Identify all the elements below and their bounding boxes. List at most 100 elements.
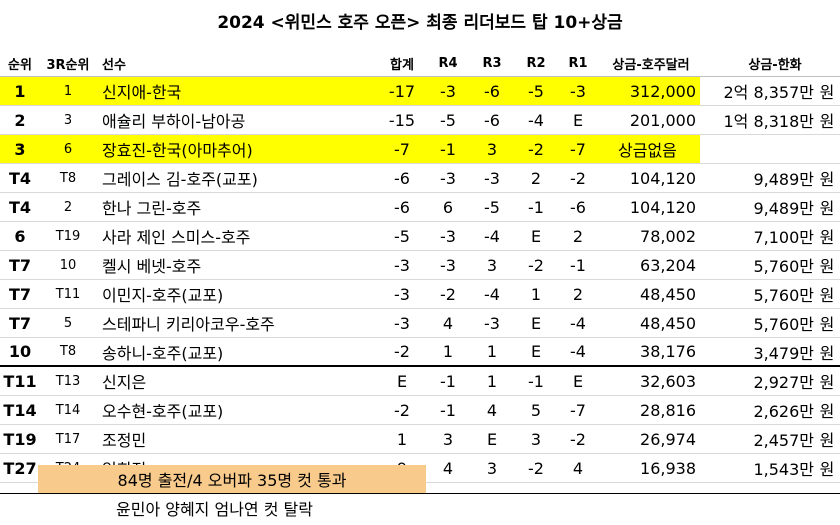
total-cell: -6 xyxy=(394,197,410,217)
table-row: T7 10 켈시 베넷-호주 -3 -3 3 -2 -1 63,204 5,76… xyxy=(0,251,840,280)
r3-rank-cell: T8 xyxy=(59,344,77,359)
r2-cell: E xyxy=(530,313,542,333)
r2-cell: -4 xyxy=(528,110,544,130)
header-player: 선수 xyxy=(102,57,126,73)
total-cell: -6 xyxy=(394,168,410,188)
prize-aud-cell: 28,816 xyxy=(640,400,696,420)
r2-cell: 1 xyxy=(530,284,542,304)
player-cell: 오수현-호주(교포) xyxy=(102,402,224,421)
r2-cell: -2 xyxy=(528,139,544,159)
prize-aud-cell: 48,450 xyxy=(640,284,696,304)
r1-cell: -4 xyxy=(570,342,586,361)
r1-cell: -1 xyxy=(570,255,586,275)
r4-cell: -3 xyxy=(440,81,456,101)
won-unit: 원 xyxy=(819,112,835,131)
total-cell: E xyxy=(396,371,408,391)
r2-cell: -1 xyxy=(528,197,544,217)
prize-krw-cell: 2,626만 xyxy=(753,402,814,421)
r3-rank-cell: T19 xyxy=(55,228,81,244)
player-cell: 신지애-한국 xyxy=(102,83,182,102)
table-row: 3 6 장효진-한국(아마추어) -7 -1 3 -2 -7 상금없음 xyxy=(0,135,840,164)
table-row: T7 5 스테파니 키리아코우-호주 -3 4 -3 E -4 48,450 5… xyxy=(0,309,840,338)
rank-cell: 10 xyxy=(8,342,32,361)
prize-aud-cell: 78,002 xyxy=(640,226,696,246)
page-title: 2024 <위민스 호주 오픈> 최종 리더보드 탑 10+상금 xyxy=(217,13,623,33)
r2-cell: -2 xyxy=(528,458,544,478)
r2-cell: 3 xyxy=(530,429,542,449)
header-prize-aud: 상금-호주달러 xyxy=(612,57,690,73)
table-row: 1 1 신지애-한국 -17 -3 -6 -5 -3 312,000 2억 8,… xyxy=(0,77,840,106)
r1-cell: 2 xyxy=(572,226,584,246)
player-cell: 그레이스 김-호주(교포) xyxy=(102,170,258,189)
r4-cell: -3 xyxy=(440,226,456,246)
r1-cell: E xyxy=(572,371,584,391)
r3-rank-cell: T11 xyxy=(55,286,81,302)
r4-cell: -1 xyxy=(440,371,456,391)
r2-cell: 5 xyxy=(530,400,542,420)
r3-rank-cell: T14 xyxy=(55,402,81,418)
r3-cell: 4 xyxy=(486,400,498,420)
r4-cell: -3 xyxy=(440,255,456,275)
rank-cell: T14 xyxy=(3,400,37,420)
r3-cell: -6 xyxy=(484,110,500,130)
r1-cell: -2 xyxy=(570,168,586,188)
r3-cell: 1 xyxy=(486,371,498,391)
r2-cell: -5 xyxy=(528,81,544,101)
prize-aud-cell: 38,176 xyxy=(640,342,696,361)
r3-rank-cell: T17 xyxy=(55,431,81,447)
won-unit: 원 xyxy=(819,286,835,305)
player-cell: 스테파니 키리아코우-호주 xyxy=(102,315,275,334)
header-prize-krw: 상금-한화 xyxy=(748,57,802,73)
r1-cell: 4 xyxy=(572,458,584,478)
r3-rank-cell: 5 xyxy=(63,315,73,331)
won-unit: 원 xyxy=(819,315,835,334)
prize-krw-cell: 5,760만 xyxy=(753,286,814,305)
prize-aud-cell: 312,000 xyxy=(629,81,696,101)
r4-cell: 3 xyxy=(442,429,454,449)
prize-aud-cell: 16,938 xyxy=(640,458,696,478)
r3-cell: E xyxy=(486,429,498,449)
prize-aud-cell: 63,204 xyxy=(640,255,696,275)
won-unit: 원 xyxy=(819,402,835,421)
total-cell: -7 xyxy=(394,139,410,159)
prize-krw-cell: 1,543만 xyxy=(753,460,814,479)
prize-krw-cell: 9,489만 xyxy=(753,199,814,218)
r4-cell: -3 xyxy=(440,168,456,188)
r3-cell: -3 xyxy=(484,313,500,333)
prize-aud-cell: 104,120 xyxy=(629,168,696,188)
rank-cell: T4 xyxy=(8,197,32,217)
prize-aud-cell: 26,974 xyxy=(640,429,696,449)
total-cell: -3 xyxy=(394,313,410,333)
prize-krw-cell: 2,457만 xyxy=(753,431,814,450)
player-cell: 켈시 베넷-호주 xyxy=(102,257,202,276)
player-cell: 이민지-호주(교포) xyxy=(102,286,224,305)
table-row: 10 T8 송하니-호주(교포) -2 1 1 E -4 38,176 3,47… xyxy=(0,338,840,367)
won-unit: 원 xyxy=(819,228,835,247)
r3-cell: 3 xyxy=(486,458,498,478)
won-unit: 원 xyxy=(819,83,835,102)
r3-cell: -5 xyxy=(484,197,500,217)
r4-cell: 6 xyxy=(442,197,454,217)
header-r2: R2 xyxy=(526,55,546,71)
header-r3-rank: 3R순위 xyxy=(46,57,90,73)
r2-cell: -1 xyxy=(528,371,544,391)
r3-cell: -3 xyxy=(484,168,500,188)
rank-cell: 3 xyxy=(14,139,26,159)
table-row: T4 2 한나 그린-호주 -6 6 -5 -1 -6 104,120 9,48… xyxy=(0,193,840,222)
r3-cell: 1 xyxy=(486,342,498,361)
prize-aud-cell: 104,120 xyxy=(629,197,696,217)
player-cell: 장효진-한국(아마추어) xyxy=(102,141,253,160)
prize-krw-cell: 7,100만 xyxy=(753,228,814,247)
prize-krw-cell: 2,927만 xyxy=(753,373,814,392)
r3-rank-cell: 1 xyxy=(63,83,73,99)
r1-cell: -2 xyxy=(570,429,586,449)
r4-cell: -1 xyxy=(440,400,456,420)
table-row: T19 T17 조정민 1 3 E 3 -2 26,974 2,457만 원 xyxy=(0,425,840,454)
player-cell: 송하니-호주(교포) xyxy=(102,343,224,363)
prize-krw-cell: 5,760만 xyxy=(753,315,814,334)
r3-cell: -4 xyxy=(484,226,500,246)
r4-cell: 4 xyxy=(442,313,454,333)
player-cell: 사라 제인 스미스-호주 xyxy=(102,228,251,247)
r3-rank-cell: 3 xyxy=(63,112,73,128)
player-cell: 신지은 xyxy=(102,373,147,392)
